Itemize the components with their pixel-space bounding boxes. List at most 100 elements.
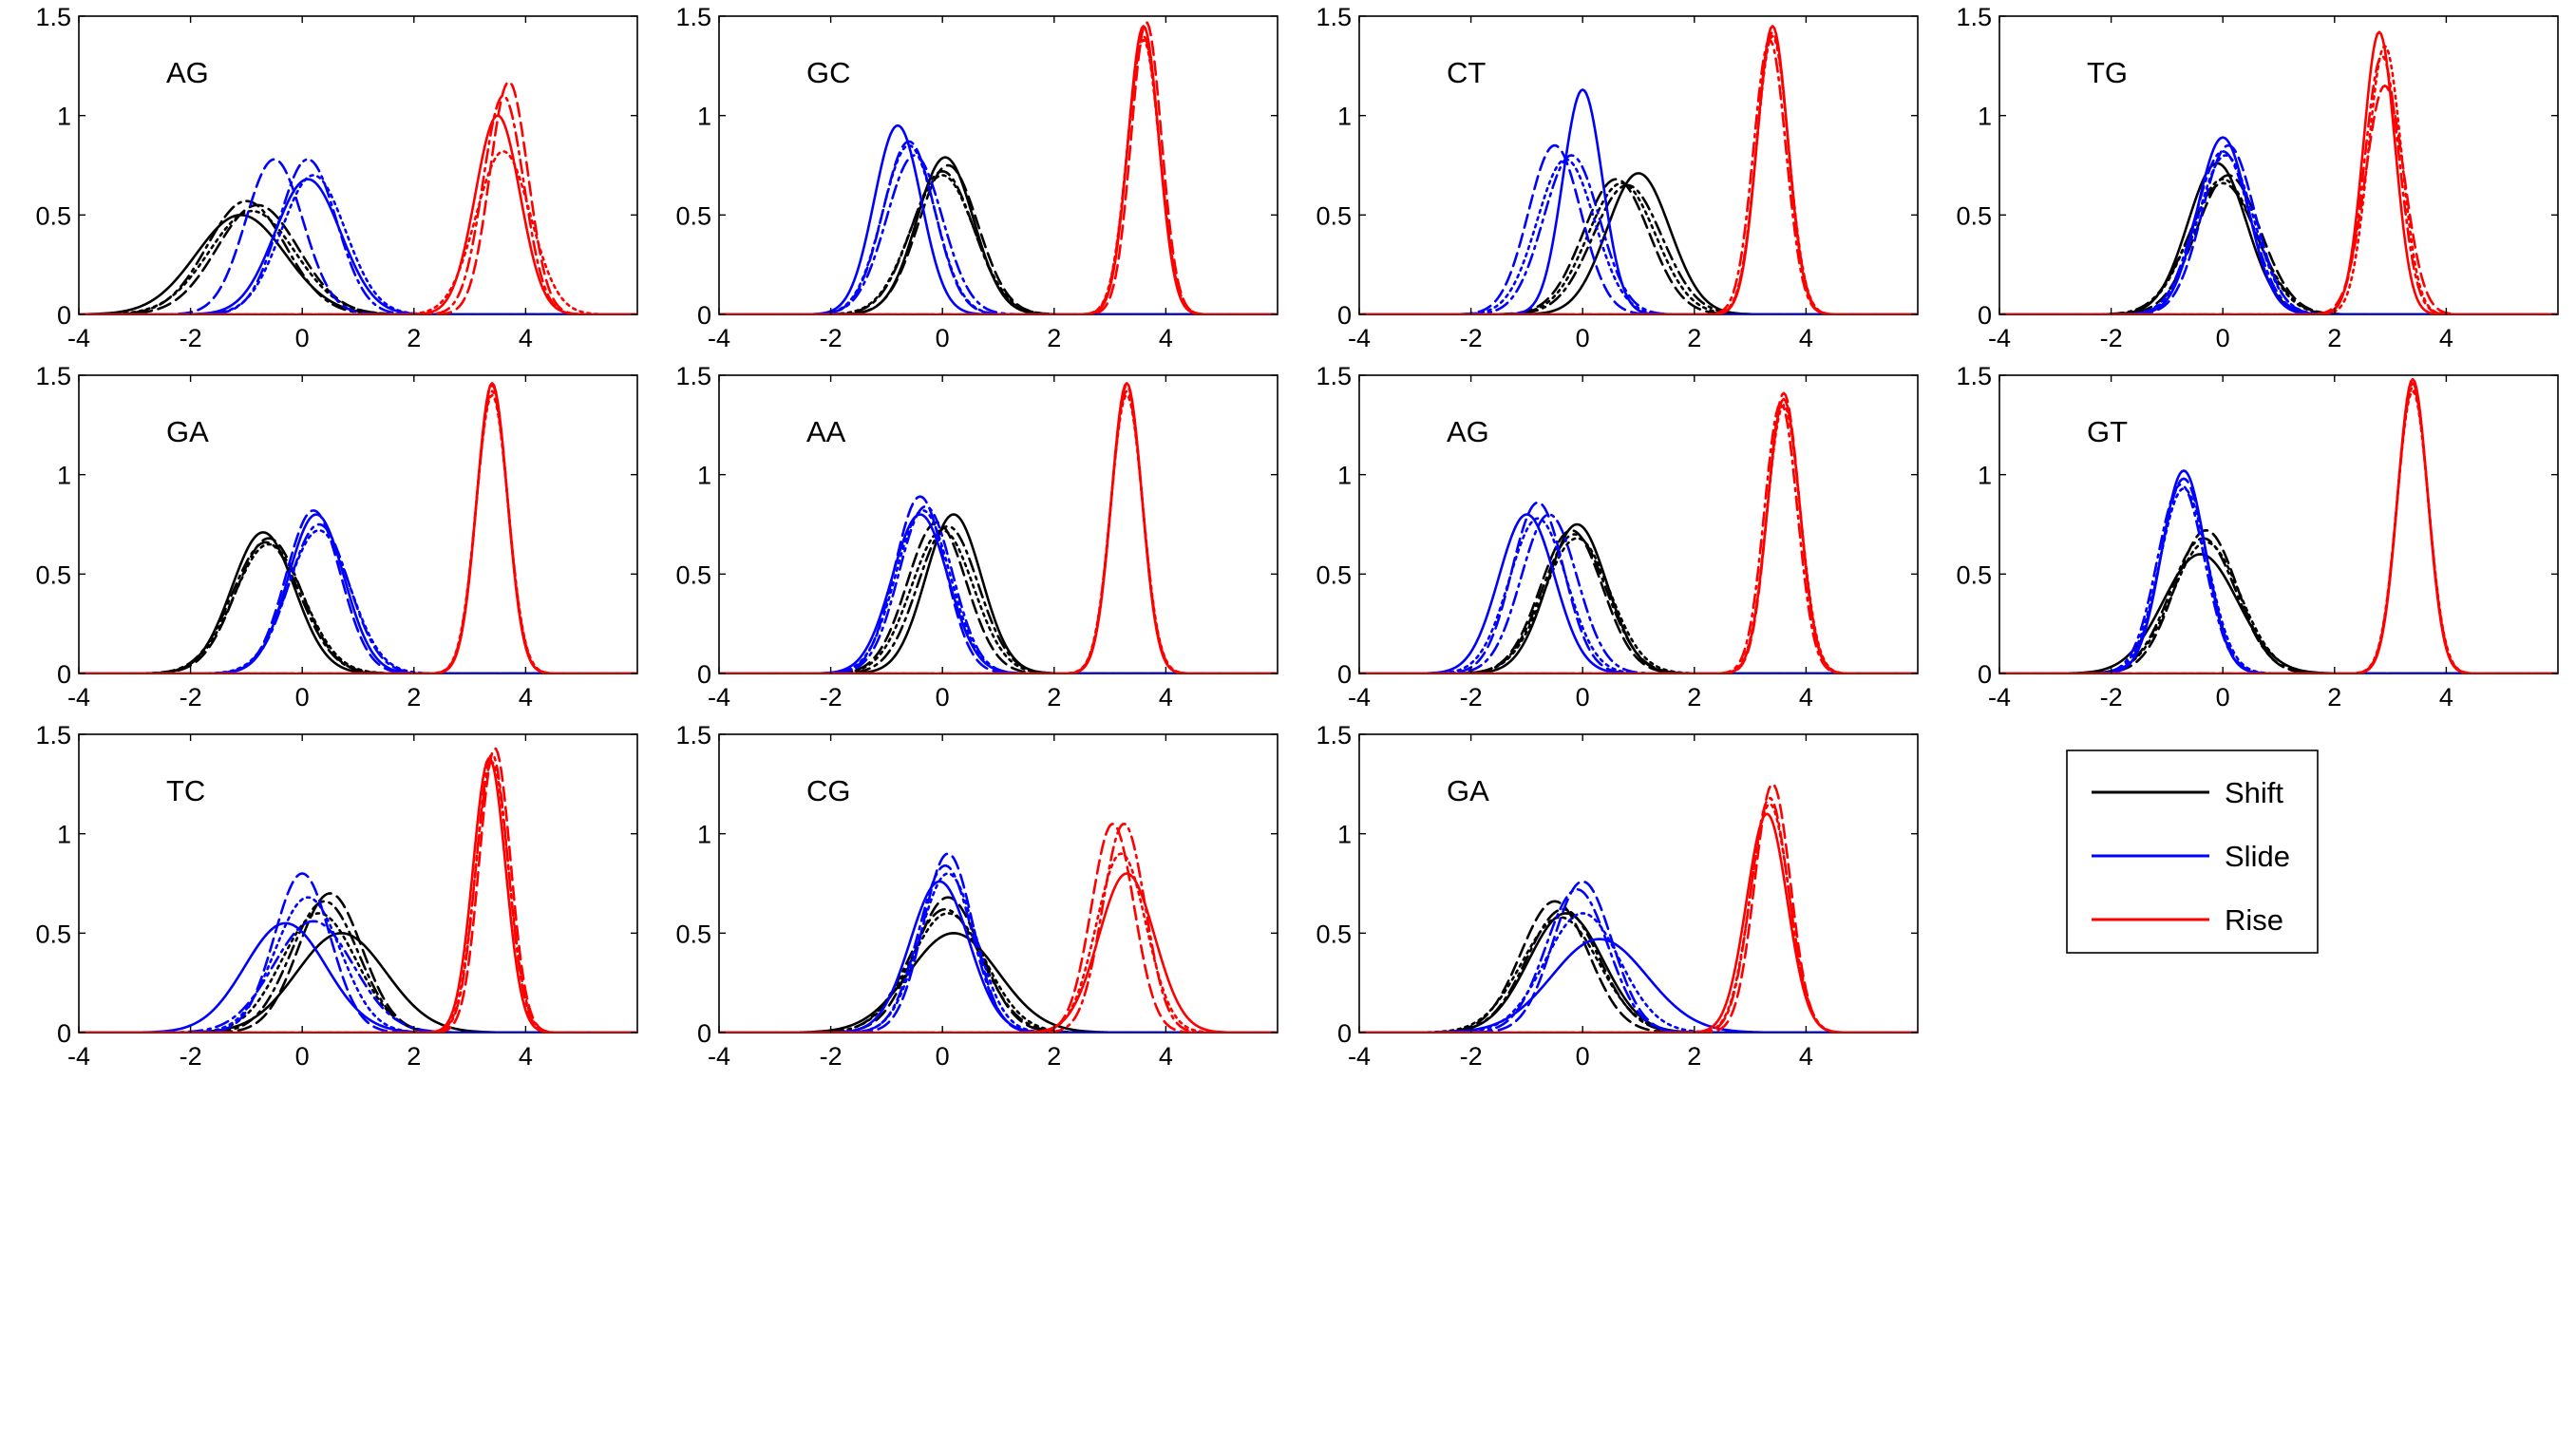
curve-shift-dashed [79,892,637,1033]
curve-shift-solid [79,214,637,314]
x-tick-label: 0 [1576,1042,1590,1071]
y-tick-label: 1.5 [35,721,71,749]
curve-shift-solid [719,513,1278,674]
panel-title: GC [806,56,851,89]
legend: Shift Slide Rise [2066,749,2319,954]
y-tick-label: 1 [1337,462,1352,490]
y-tick-label: 0.5 [1316,560,1352,589]
y-tick-label: 0 [697,301,711,330]
x-tick-label: -4 [708,683,730,712]
legend-label-shift: Shift [2225,776,2283,809]
y-tick-label: 1 [1337,103,1352,131]
x-tick-label: 2 [1047,683,1061,712]
curves [1999,30,2558,314]
curve-rise-solid [719,25,1278,314]
x-tick-label: -4 [1348,1042,1371,1071]
x-tick-label: 0 [295,324,310,352]
y-tick-label: 1.5 [1956,362,1992,390]
legend-label-slide: Slide [2225,840,2290,873]
y-tick-label: 1 [697,821,711,849]
axes-box [718,374,1279,674]
panel-title: CG [806,774,851,807]
curves [1359,783,1918,1033]
curve-shift-dashed [1359,178,1918,314]
panel-tc-8: -4 -2 0 2 4 0 0.5 1 1.5 TC [35,721,638,1071]
curves [719,21,1278,314]
axes-box [78,733,638,1034]
panel-title: TC [166,774,205,807]
y-tick-label: 0.5 [1956,560,1992,589]
curve-rise-solid [1359,397,1918,674]
panel-title: GA [1447,774,1489,807]
y-tick-label: 0.5 [1956,201,1992,230]
y-tick-label: 0.5 [675,920,711,948]
curve-rise-dashed [79,80,637,314]
panel-cg-9: -4 -2 0 2 4 0 0.5 1 1.5 CG [675,721,1279,1071]
x-tick-label: -2 [1460,324,1483,352]
axes-box [1358,374,1919,674]
axes-box [718,733,1279,1034]
x-tick-label: 2 [1687,683,1701,712]
x-tick-label: 0 [936,1042,950,1071]
y-tick-label: 0 [1978,301,1992,330]
curve-rise-dotted [719,38,1278,314]
x-tick-label: -4 [708,324,730,352]
x-tick-label: -4 [1988,324,2011,352]
x-tick-label: -2 [2100,324,2123,352]
y-tick-label: 1.5 [1316,362,1352,390]
axes-box [78,15,638,315]
y-tick-label: 0.5 [1316,201,1352,230]
x-tick-label: 4 [1159,324,1173,352]
panel-title: AA [806,415,846,448]
curve-slide-dashed [719,852,1278,1033]
panel-tg-3: -4 -2 0 2 4 0 0.5 1 1.5 TG [1956,3,2559,352]
panel-grid: -4 -2 0 2 4 0 0.5 1 1.5 AG -4 -2 0 2 4 0 0.5 1 1.5 GC -4 -2 0 2… [35,3,2559,1071]
y-tick-label: 0 [697,1019,711,1048]
x-tick-label: 0 [1576,683,1590,712]
y-tick-label: 0 [57,301,71,330]
x-tick-label: 2 [407,324,421,352]
curve-shift-dashdot [1359,183,1918,314]
panel-ga-4: -4 -2 0 2 4 0 0.5 1 1.5 GA [35,362,638,712]
x-tick-label: -2 [820,683,843,712]
panel-title: AG [1447,415,1489,448]
curve-slide-solid [1359,88,1918,314]
curves [79,747,637,1033]
panel-title: CT [1447,56,1486,89]
x-tick-label: 2 [2327,324,2341,352]
curves [1359,25,1918,314]
curve-shift-dotted [1359,916,1918,1033]
curve-rise-dashdot [1359,402,1918,674]
axes-box [1358,15,1919,315]
y-tick-label: 0.5 [35,920,71,948]
x-tick-label: 4 [519,1042,533,1071]
curve-rise-dotted [719,852,1278,1033]
y-tick-label: 0 [1978,660,1992,689]
x-tick-label: 0 [936,324,950,352]
legend-label-rise: Rise [2225,903,2283,937]
x-tick-label: -2 [180,324,202,352]
x-tick-label: 0 [2216,683,2230,712]
x-tick-label: 2 [2327,683,2341,712]
y-tick-label: 1.5 [1316,3,1352,31]
panel-title: GT [2087,415,2128,448]
panel-title: GA [166,415,209,448]
curve-shift-dotted [79,209,637,314]
x-tick-label: 2 [1687,1042,1701,1071]
y-tick-label: 1.5 [675,721,711,749]
curve-shift-dotted [79,542,637,674]
curves [1999,377,2558,674]
curve-shift-dashed [719,163,1278,314]
y-tick-label: 1 [1978,462,1992,490]
x-tick-label: 4 [1799,683,1813,712]
x-tick-label: -2 [1460,1042,1483,1071]
curve-rise-dashdot [79,752,637,1033]
curves [1359,391,1918,674]
y-tick-label: 0 [1337,301,1352,330]
curve-slide-solid [79,921,637,1033]
x-tick-label: 2 [1687,324,1701,352]
x-tick-label: -4 [67,1042,90,1071]
x-tick-label: -2 [180,683,202,712]
y-tick-label: 1 [1978,103,1992,131]
curve-rise-dotted [1359,34,1918,314]
